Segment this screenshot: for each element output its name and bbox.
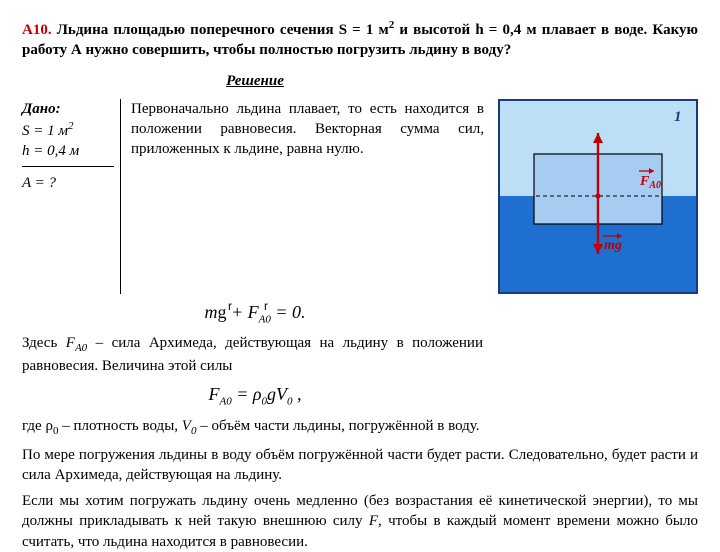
given-unknown: A = ? — [22, 173, 114, 193]
formula-1-body: mg + FA0 = 0. — [204, 302, 305, 322]
vec-r1: r — [228, 298, 232, 314]
top-row: Дано: S = 1 м2 h = 0,4 м A = ? Первонача… — [22, 99, 698, 294]
para-3: По мере погружения льдины в воду объём п… — [22, 445, 698, 486]
given-block: Дано: S = 1 м2 h = 0,4 м A = ? — [22, 99, 121, 294]
svg-text:1: 1 — [674, 109, 682, 125]
diagram: 1FA0mg — [498, 99, 698, 294]
problem-text: Льдина площадью поперечного сечения S = … — [22, 22, 698, 58]
vec-r2: r — [264, 298, 268, 314]
para-4: Если мы хотим погружать льдину очень мед… — [22, 491, 698, 552]
para-1: Здесь FA0 – сила Архимеда, действующая н… — [22, 333, 698, 376]
svg-text:mg: mg — [604, 238, 622, 253]
intro-text: Первоначально льдина плавает, то есть на… — [131, 99, 488, 294]
solution-heading: Решение — [22, 71, 698, 91]
problem-statement: А10. Льдина площадью поперечного сечения… — [22, 18, 698, 61]
formula-1: r r mg + FA0 = 0. — [22, 300, 698, 327]
formula-2: FA0 = ρ0gV0 , — [22, 382, 698, 409]
given-title: Дано: — [22, 99, 114, 119]
given-line1: S = 1 м2 — [22, 119, 114, 141]
figure-container: 1FA0mg — [498, 99, 698, 294]
problem-number: А10. — [22, 22, 52, 38]
para-2: где ρ0 – плотность воды, V0 – объём част… — [22, 416, 698, 439]
given-line2: h = 0,4 м — [22, 141, 114, 166]
